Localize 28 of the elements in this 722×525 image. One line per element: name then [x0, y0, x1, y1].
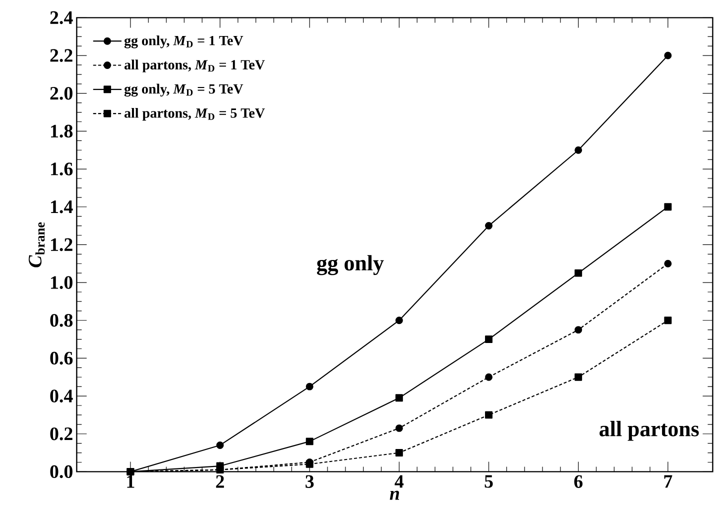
x-tick-label: 7: [664, 475, 672, 488]
y-tick-label: 0.2: [50, 427, 72, 440]
legend-label: all partons, M$_{D}$ = 1 TeV: [124, 60, 265, 72]
annotation: gg only: [316, 255, 384, 276]
y-tick-label: 0.4: [50, 390, 73, 402]
x-tick-label: 5: [484, 475, 493, 488]
y-tick-label: 1.2: [51, 238, 72, 252]
y-tick-label: 0.6: [50, 352, 73, 365]
y-tick-label: 1.8: [51, 124, 73, 138]
y-tick-label: 2.2: [50, 49, 72, 62]
x-tick-label: 3: [306, 475, 314, 488]
y-tick-label: 1.0: [51, 276, 72, 289]
legend-label: all partons, M$_{D}$ = 5 TeV: [124, 108, 265, 121]
x-axis-title: n: [390, 490, 400, 500]
x-tick-label: 1: [127, 475, 134, 488]
y-tick-label: 0.8: [50, 314, 73, 327]
y-tick-label: 1.4: [51, 200, 73, 214]
y-axis-title: C$_{brane}$: [28, 222, 45, 268]
x-tick-label: 2: [216, 475, 224, 488]
y-tick-label: 1.6: [51, 162, 73, 176]
y-tick-label: 0.0: [50, 465, 72, 478]
legend-label: gg only, M$_{D}$ = 1 TeV: [124, 35, 244, 48]
x-tick-label: 6: [574, 475, 583, 488]
legend-label: gg only, M$_{D}$ = 5 TeV: [124, 84, 244, 97]
x-tick-label: 4: [394, 475, 404, 488]
annotation: all partons: [600, 420, 699, 441]
y-tick-label: 2.0: [50, 86, 72, 100]
y-tick-label: 2.4: [50, 11, 73, 24]
